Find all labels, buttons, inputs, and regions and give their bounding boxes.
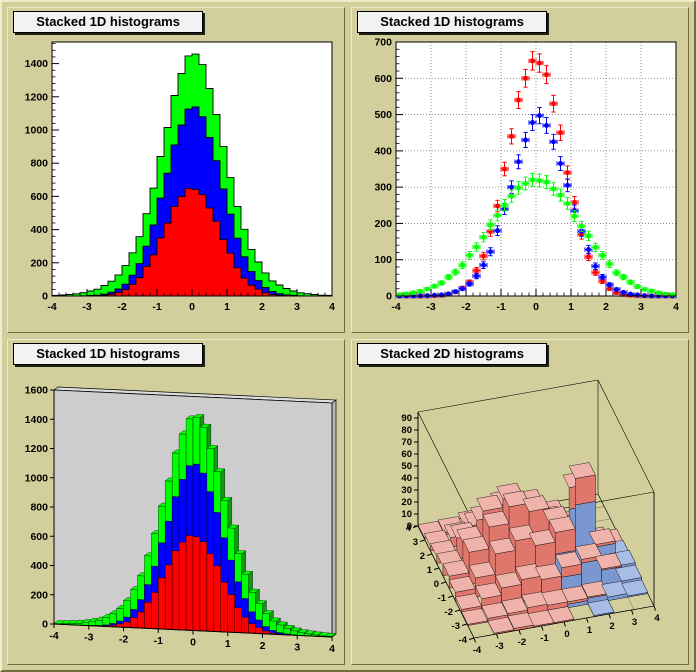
svg-text:3: 3: [632, 617, 637, 628]
svg-text:4: 4: [406, 523, 412, 534]
svg-text:-4: -4: [47, 301, 56, 313]
svg-text:800: 800: [30, 502, 48, 514]
svg-text:40: 40: [401, 473, 412, 484]
pad4-title-box[interactable]: Stacked 2D histograms: [357, 343, 548, 365]
svg-text:2: 2: [609, 621, 614, 632]
svg-text:200: 200: [30, 257, 48, 269]
svg-text:600: 600: [30, 191, 48, 203]
svg-text:-2: -2: [461, 301, 470, 313]
svg-text:-1: -1: [540, 633, 549, 644]
svg-text:400: 400: [30, 560, 48, 572]
svg-text:-4: -4: [459, 635, 468, 646]
svg-text:4: 4: [329, 301, 335, 313]
svg-text:200: 200: [30, 589, 48, 601]
pad1-title-text: Stacked 1D histograms: [36, 14, 180, 29]
svg-text:2: 2: [420, 551, 425, 562]
svg-text:-2: -2: [445, 607, 453, 618]
svg-text:4: 4: [654, 613, 660, 624]
svg-text:0: 0: [386, 291, 392, 303]
svg-text:-4: -4: [473, 645, 482, 656]
svg-text:2: 2: [260, 640, 266, 652]
svg-text:20: 20: [401, 497, 412, 508]
svg-text:0: 0: [42, 291, 48, 303]
svg-text:0: 0: [407, 521, 412, 532]
svg-text:3: 3: [413, 537, 418, 548]
svg-text:-2: -2: [117, 301, 126, 313]
svg-text:1: 1: [224, 301, 230, 313]
svg-text:-3: -3: [495, 641, 503, 652]
svg-text:-3: -3: [84, 632, 93, 644]
svg-text:80: 80: [401, 425, 412, 436]
svg-text:1000: 1000: [25, 472, 49, 484]
svg-text:4: 4: [329, 643, 335, 655]
svg-text:0: 0: [189, 301, 195, 313]
pad4-title-text: Stacked 2D histograms: [380, 346, 524, 361]
pad-stacked-2d-lego[interactable]: Stacked 2D histograms 0 10 20 30 40 50 60 70 80 9…: [351, 339, 689, 665]
svg-text:2: 2: [259, 301, 265, 313]
svg-text:-3: -3: [82, 301, 91, 313]
svg-text:-3: -3: [452, 621, 460, 632]
svg-text:10: 10: [401, 509, 412, 520]
svg-text:400: 400: [30, 224, 48, 236]
svg-text:-1: -1: [438, 593, 447, 604]
svg-text:1200: 1200: [25, 91, 49, 103]
pad-stacked-1d-default[interactable]: Stacked 1D histograms -4 -3 -2 -1 0 1 2 3 4 0 200 4…: [7, 7, 345, 333]
svg-text:50: 50: [401, 461, 412, 472]
svg-text:200: 200: [374, 218, 392, 230]
svg-text:-2: -2: [518, 637, 526, 648]
svg-text:1600: 1600: [25, 385, 49, 397]
svg-text:800: 800: [30, 158, 48, 170]
svg-text:700: 700: [374, 37, 392, 49]
svg-text:0: 0: [434, 579, 439, 590]
svg-text:3: 3: [294, 301, 300, 313]
svg-text:0: 0: [190, 637, 196, 649]
svg-text:2: 2: [603, 301, 609, 313]
svg-text:70: 70: [401, 437, 412, 448]
pad3-title-text: Stacked 1D histograms: [36, 346, 180, 361]
svg-text:1: 1: [587, 625, 593, 636]
chart-stacked-1d-errors: -4 -3 -2 -1 0 1 2 3 4 0 100 200 300 400 500 600 700: [374, 37, 679, 314]
svg-text:0: 0: [42, 619, 48, 631]
svg-text:-3: -3: [426, 301, 435, 313]
svg-text:1: 1: [427, 565, 433, 576]
svg-text:500: 500: [374, 109, 392, 121]
svg-text:90: 90: [401, 413, 412, 424]
pad-stacked-1d-lego[interactable]: Stacked 1D histograms 0 200 400 600 800 1000 1…: [7, 339, 345, 665]
svg-text:3: 3: [294, 641, 300, 653]
svg-text:1: 1: [568, 301, 574, 313]
svg-text:0: 0: [564, 629, 569, 640]
svg-text:600: 600: [30, 531, 48, 543]
svg-text:-1: -1: [496, 301, 505, 313]
svg-text:600: 600: [374, 73, 392, 85]
pad2-title-text: Stacked 1D histograms: [380, 14, 524, 29]
svg-text:-2: -2: [119, 633, 128, 645]
svg-text:1400: 1400: [25, 414, 49, 426]
svg-text:400: 400: [374, 145, 392, 157]
pad2-title-box[interactable]: Stacked 1D histograms: [357, 11, 548, 33]
svg-text:1200: 1200: [25, 443, 49, 455]
svg-text:-4: -4: [49, 630, 58, 642]
svg-text:-1: -1: [152, 301, 161, 313]
svg-text:1: 1: [225, 638, 231, 650]
chart-stacked-1d-default: -4 -3 -2 -1 0 1 2 3 4 0 200 400 600 800 1000 1200 1400: [25, 41, 335, 313]
svg-text:0: 0: [533, 301, 539, 313]
pad1-title-box[interactable]: Stacked 1D histograms: [13, 11, 204, 33]
svg-text:4: 4: [673, 301, 679, 313]
svg-text:3: 3: [638, 301, 644, 313]
pad3-title-box[interactable]: Stacked 1D histograms: [13, 343, 204, 365]
svg-text:300: 300: [374, 182, 392, 194]
pad-stacked-1d-nostack-errors[interactable]: Stacked 1D histograms -4 -3 -2 -1 0 1 2 3 4 0 100 2…: [351, 7, 689, 333]
chart-stacked-1d-lego: 0 200 400 600 800 1000 1200 1400 1600 -4 -3 -2 -1 0 1 2…: [25, 385, 337, 655]
svg-text:-4: -4: [391, 301, 400, 313]
svg-text:100: 100: [374, 254, 392, 266]
svg-text:30: 30: [401, 485, 412, 496]
svg-text:-1: -1: [154, 635, 163, 647]
svg-text:1000: 1000: [25, 124, 49, 136]
svg-text:60: 60: [401, 449, 412, 460]
svg-text:1400: 1400: [25, 58, 49, 70]
